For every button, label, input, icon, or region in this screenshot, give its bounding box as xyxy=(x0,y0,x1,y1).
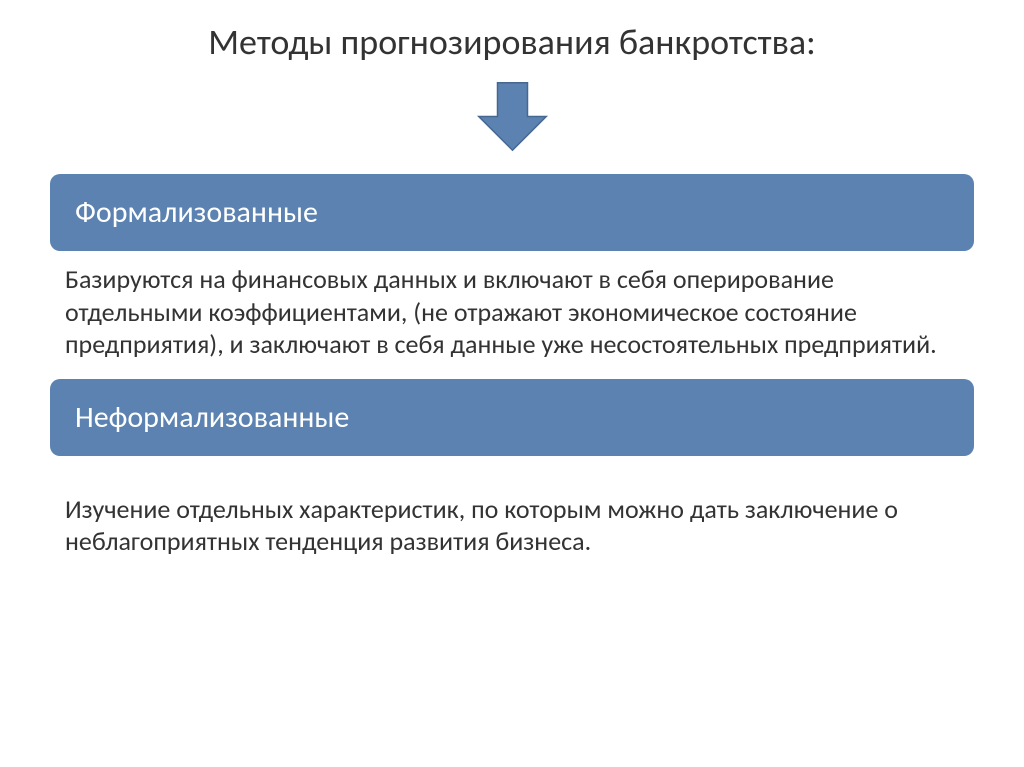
arrow-path xyxy=(478,83,546,151)
section-2-body: Изучение отдельных характеристик, по кот… xyxy=(50,468,974,568)
arrow-container xyxy=(50,79,974,154)
page-title: Методы прогнозирования банкротства: xyxy=(50,20,974,64)
section-1-header: Формализованные xyxy=(50,174,974,251)
section-2-header: Неформализованные xyxy=(50,379,974,456)
down-arrow-icon xyxy=(475,79,550,154)
section-1-body: Базируются на финансовых данных и включа… xyxy=(50,263,974,379)
